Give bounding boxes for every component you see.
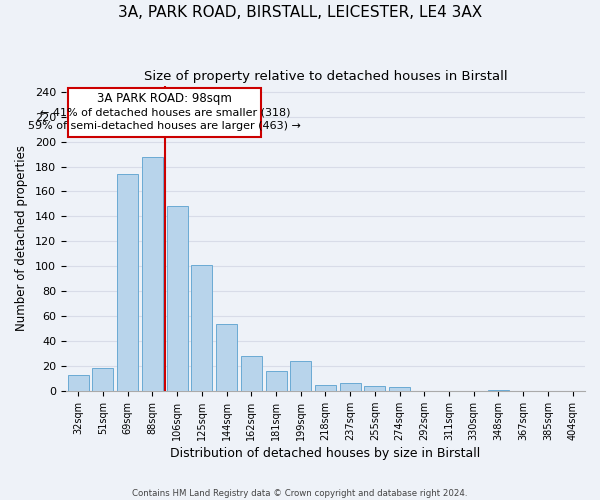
Y-axis label: Number of detached properties: Number of detached properties xyxy=(15,145,28,331)
Bar xyxy=(216,324,237,391)
Text: Contains HM Land Registry data © Crown copyright and database right 2024.: Contains HM Land Registry data © Crown c… xyxy=(132,488,468,498)
Text: 59% of semi-detached houses are larger (463) →: 59% of semi-detached houses are larger (… xyxy=(28,121,301,131)
Bar xyxy=(117,174,138,391)
Bar xyxy=(142,156,163,391)
X-axis label: Distribution of detached houses by size in Birstall: Distribution of detached houses by size … xyxy=(170,447,481,460)
Bar xyxy=(389,387,410,391)
Bar xyxy=(68,88,261,136)
Bar xyxy=(191,265,212,391)
Bar xyxy=(167,206,188,391)
Bar xyxy=(488,390,509,391)
Bar xyxy=(68,374,89,391)
Bar xyxy=(315,384,336,391)
Bar xyxy=(266,371,287,391)
Title: Size of property relative to detached houses in Birstall: Size of property relative to detached ho… xyxy=(143,70,507,83)
Bar xyxy=(290,361,311,391)
Text: ← 41% of detached houses are smaller (318): ← 41% of detached houses are smaller (31… xyxy=(40,108,290,118)
Bar xyxy=(340,384,361,391)
Bar xyxy=(92,368,113,391)
Bar xyxy=(241,356,262,391)
Bar xyxy=(364,386,385,391)
Text: 3A PARK ROAD: 98sqm: 3A PARK ROAD: 98sqm xyxy=(97,92,232,105)
Text: 3A, PARK ROAD, BIRSTALL, LEICESTER, LE4 3AX: 3A, PARK ROAD, BIRSTALL, LEICESTER, LE4 … xyxy=(118,5,482,20)
